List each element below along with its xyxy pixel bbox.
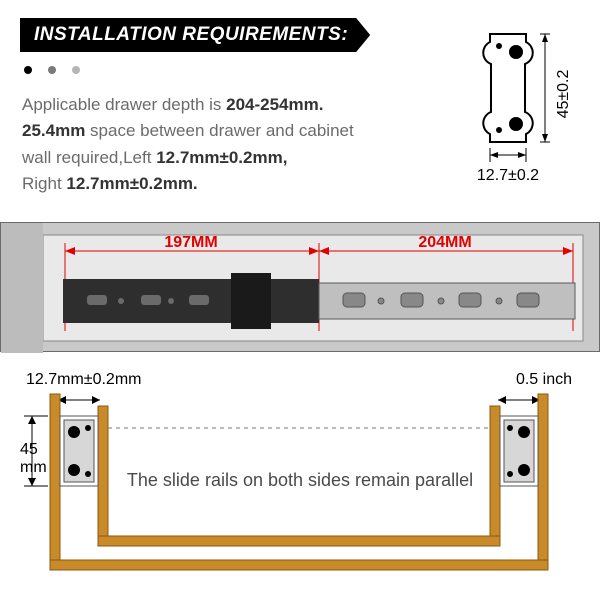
profile-width-label: 12.7±0.2	[477, 167, 539, 184]
intro-l1b: 204-254mm.	[226, 95, 323, 114]
intro-l1a: Applicable drawer depth is	[22, 95, 226, 114]
cross-section: 12.7mm±0.2mm 0.5 inch	[20, 370, 580, 590]
cross-note: The slide rails on both sides remain par…	[127, 470, 473, 490]
bullet-dots	[24, 66, 80, 74]
profile-drawing: 45±0.2 12.7±0.2	[472, 24, 582, 194]
intro-l3b: 12.7mm±0.2mm,	[156, 148, 287, 167]
intro-l2b: space between drawer and cabinet	[90, 121, 354, 140]
dot-3	[72, 66, 80, 74]
intro-l2a: 25.4mm	[22, 121, 90, 140]
rail-left-dim: 197MM	[164, 234, 217, 251]
intro-l4a: Right	[22, 174, 66, 193]
cross-right-label: 0.5 inch	[516, 371, 572, 388]
intro-l4b: 12.7mm±0.2mm.	[66, 174, 197, 193]
rail-right-dim: 204MM	[418, 234, 471, 251]
intro-l3a: wall required,Left	[22, 148, 156, 167]
cross-height-1: 45	[20, 441, 38, 458]
intro-text: Applicable drawer depth is 204-254mm. 25…	[22, 92, 442, 197]
rail-panel: 197MM 204MM	[0, 222, 600, 352]
cross-height-2: mm	[20, 459, 47, 476]
dot-1	[24, 66, 32, 74]
cross-left-label: 12.7mm±0.2mm	[26, 371, 141, 388]
profile-height-label: 45±0.2	[555, 69, 572, 118]
section-title: INSTALLATION REQUIREMENTS:	[20, 18, 370, 52]
dot-2	[48, 66, 56, 74]
